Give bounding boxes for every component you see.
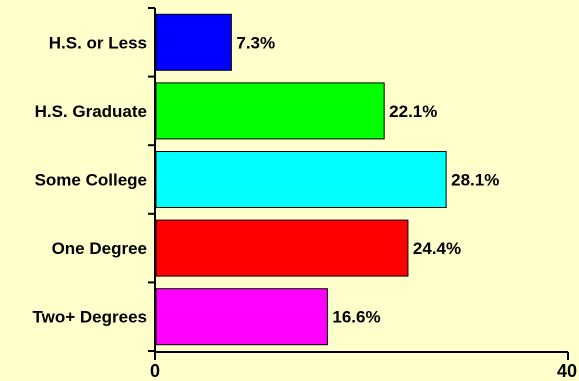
category-label: H.S. Graduate xyxy=(35,102,147,121)
bar-4 xyxy=(155,288,328,346)
category-label: H.S. or Less xyxy=(49,33,147,52)
axis-layer xyxy=(148,7,569,360)
x-tick-label: 40 xyxy=(557,361,577,381)
value-label: 16.6% xyxy=(332,308,380,327)
value-label: 24.4% xyxy=(413,239,461,258)
bar-3 xyxy=(155,219,409,277)
value-label: 22.1% xyxy=(389,102,437,121)
category-label: Some College xyxy=(35,171,147,190)
bar-2 xyxy=(155,151,447,208)
x-tick-label: 0 xyxy=(150,361,160,381)
category-label: One Degree xyxy=(52,239,147,258)
labels-layer: H.S. or Less 7.3% H.S. Graduate 22.1% Some C… xyxy=(33,33,578,381)
bars-layer xyxy=(155,13,447,346)
value-label: 28.1% xyxy=(451,171,499,190)
bar-1 xyxy=(155,82,385,140)
category-label: Two+ Degrees xyxy=(33,308,147,327)
bar-0 xyxy=(155,13,232,71)
value-label: 7.3% xyxy=(236,33,275,52)
